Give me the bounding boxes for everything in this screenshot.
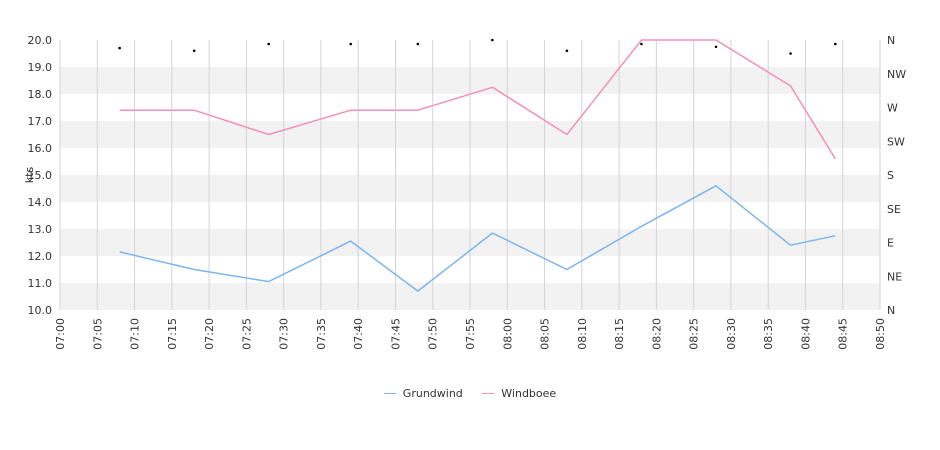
x-tick-label: 07:25 [240,318,253,350]
y-axis-title: kts [23,167,36,184]
direction-tick-label: S [887,169,894,182]
series-line-grundwind [119,185,836,292]
y-tick-label: 16.0 [28,142,53,155]
direction-point [833,42,837,46]
direction-point [267,42,271,46]
x-tick-label: 07:00 [54,318,67,350]
direction-point [789,52,792,55]
y-tick-label: 17.0 [28,115,53,128]
direction-point [192,49,196,53]
direction-point [714,45,718,49]
direction-tick-label: W [887,102,898,115]
direction-point [565,49,569,53]
x-tick-label: 07:35 [315,318,328,350]
x-tick-label: 07:55 [464,318,477,350]
x-tick-label: 07:10 [129,318,142,350]
legend-item-windboee[interactable]: Windboee [482,387,556,400]
y-tick-label: 12.0 [28,250,53,263]
y-tick-label: 15.0 [28,169,53,182]
x-tick-label: 08:20 [650,318,663,350]
direction-tick-label: N [887,34,895,47]
x-tick-label: 07:50 [427,318,440,350]
direction-tick-label: SE [887,203,901,216]
direction-point [118,46,121,50]
series-line-windboee [119,39,836,160]
x-tick-label: 07:45 [389,318,402,350]
x-tick-label: 08:15 [613,318,626,350]
direction-point [349,42,353,46]
x-tick-label: 08:40 [799,318,812,350]
x-tick-label: 07:15 [166,318,179,350]
x-tick-label: 07:05 [91,318,104,350]
y-tick-label: 11.0 [28,277,53,290]
y-tick-label: 10.0 [28,304,53,317]
chart-legend: Grundwind Windboee [0,384,940,400]
x-tick-label: 07:30 [278,318,291,350]
y-tick-label: 19.0 [28,61,53,74]
x-tick-label: 08:35 [762,318,775,350]
direction-tick-label: E [887,237,894,250]
legend-swatch-windboee [482,393,495,394]
direction-point [640,42,643,46]
y-tick-label: 13.0 [28,223,53,236]
direction-point [416,42,420,46]
x-tick-label: 08:00 [501,318,514,350]
x-tick-label: 08:45 [837,318,850,350]
y-tick-label: 14.0 [28,196,53,209]
legend-label-grundwind: Grundwind [402,387,463,400]
legend-swatch-grundwind [383,393,396,394]
legend-item-grundwind[interactable]: Grundwind [383,387,463,400]
x-tick-label: 08:50 [874,318,887,350]
direction-tick-label: N [887,304,895,317]
x-tick-label: 08:10 [576,318,589,350]
y-tick-label: 18.0 [28,88,53,101]
direction-tick-label: NW [887,68,906,81]
direction-tick-label: SW [887,135,905,148]
x-tick-label: 08:05 [539,318,552,350]
x-tick-label: 08:25 [688,318,701,350]
x-tick-label: 07:40 [352,318,365,350]
x-tick-label: 07:20 [203,318,216,350]
legend-label-windboee: Windboee [501,387,557,400]
x-tick-label: 08:30 [725,318,738,350]
direction-point [491,38,494,42]
direction-tick-label: NE [887,270,902,283]
y-tick-label: 20.0 [28,34,53,47]
